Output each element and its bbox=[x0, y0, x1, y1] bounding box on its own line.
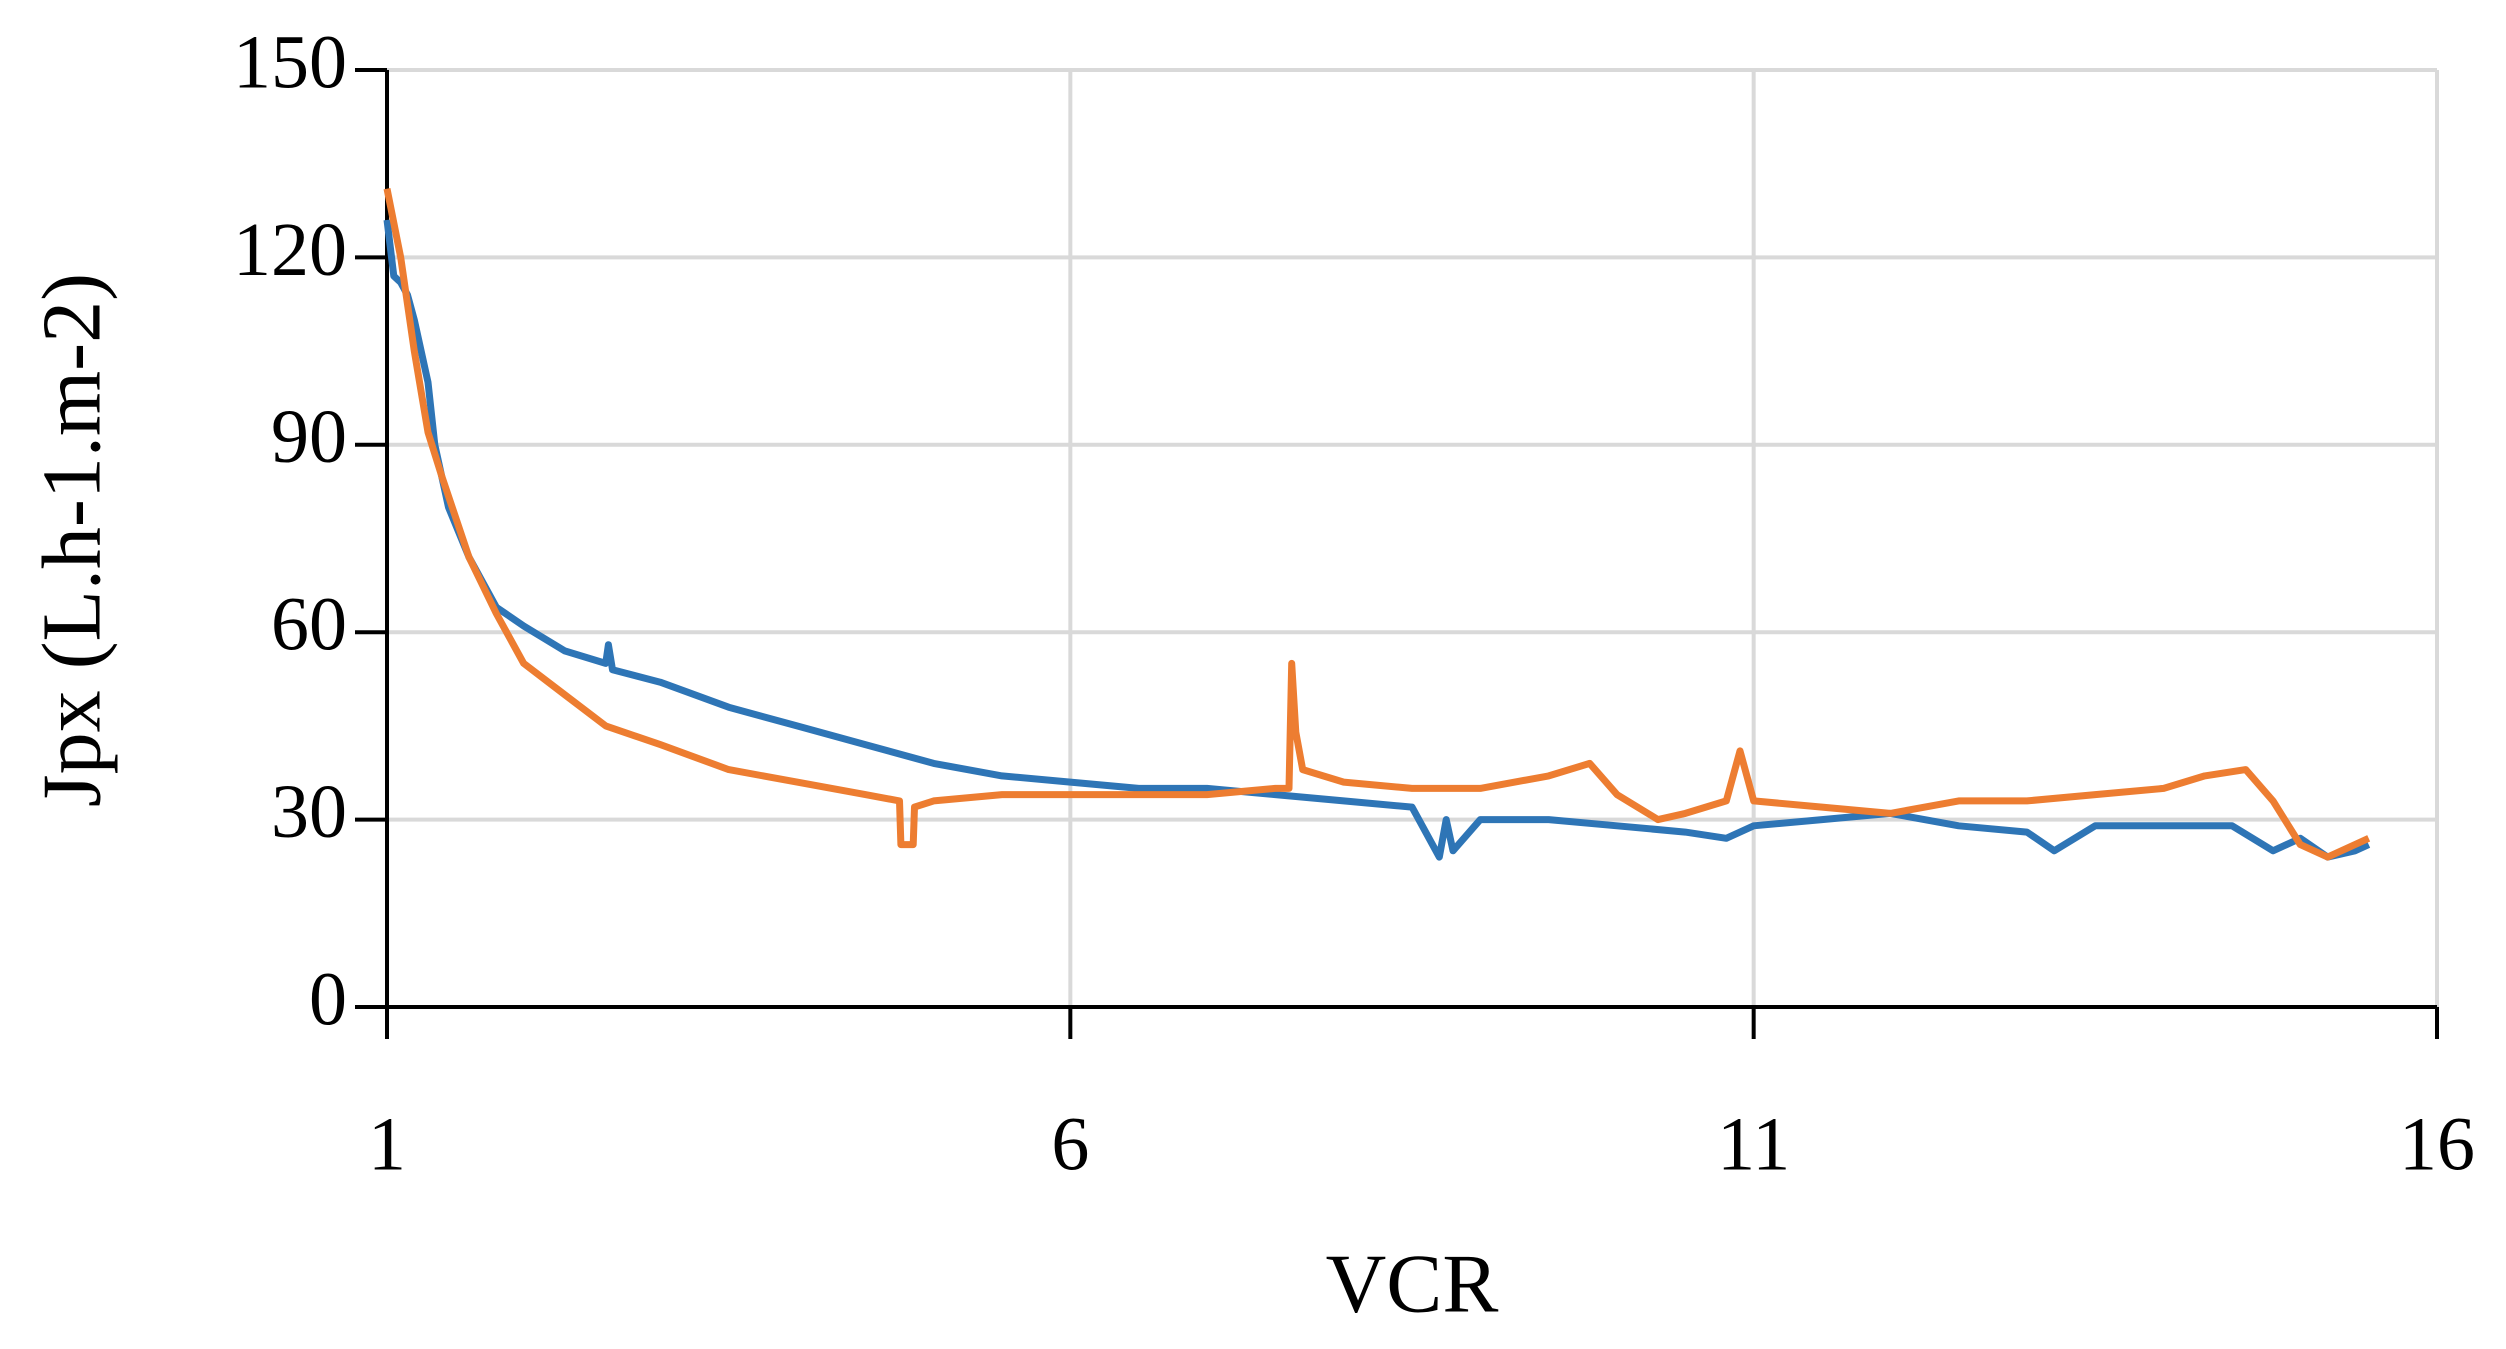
y-tick-label: 90 bbox=[271, 395, 347, 479]
y-tick-label: 120 bbox=[233, 208, 347, 292]
x-tick-label: 16 bbox=[2399, 1102, 2475, 1186]
data-line bbox=[383, 219, 2371, 861]
y-tick-label: 150 bbox=[233, 20, 347, 104]
y-tick-label: 30 bbox=[271, 770, 347, 854]
x-tick-label: 11 bbox=[1717, 1102, 1790, 1186]
y-tick-label: 60 bbox=[271, 583, 347, 667]
x-tick-label: 1 bbox=[368, 1102, 406, 1186]
y-axis-title: Jpx (L.h-1.m-2) bbox=[25, 273, 118, 807]
data-line bbox=[383, 188, 2371, 861]
y-tick-label: 0 bbox=[309, 957, 347, 1041]
x-axis-title: VCR bbox=[1326, 1237, 1499, 1330]
x-tick-label: 6 bbox=[1051, 1102, 1089, 1186]
